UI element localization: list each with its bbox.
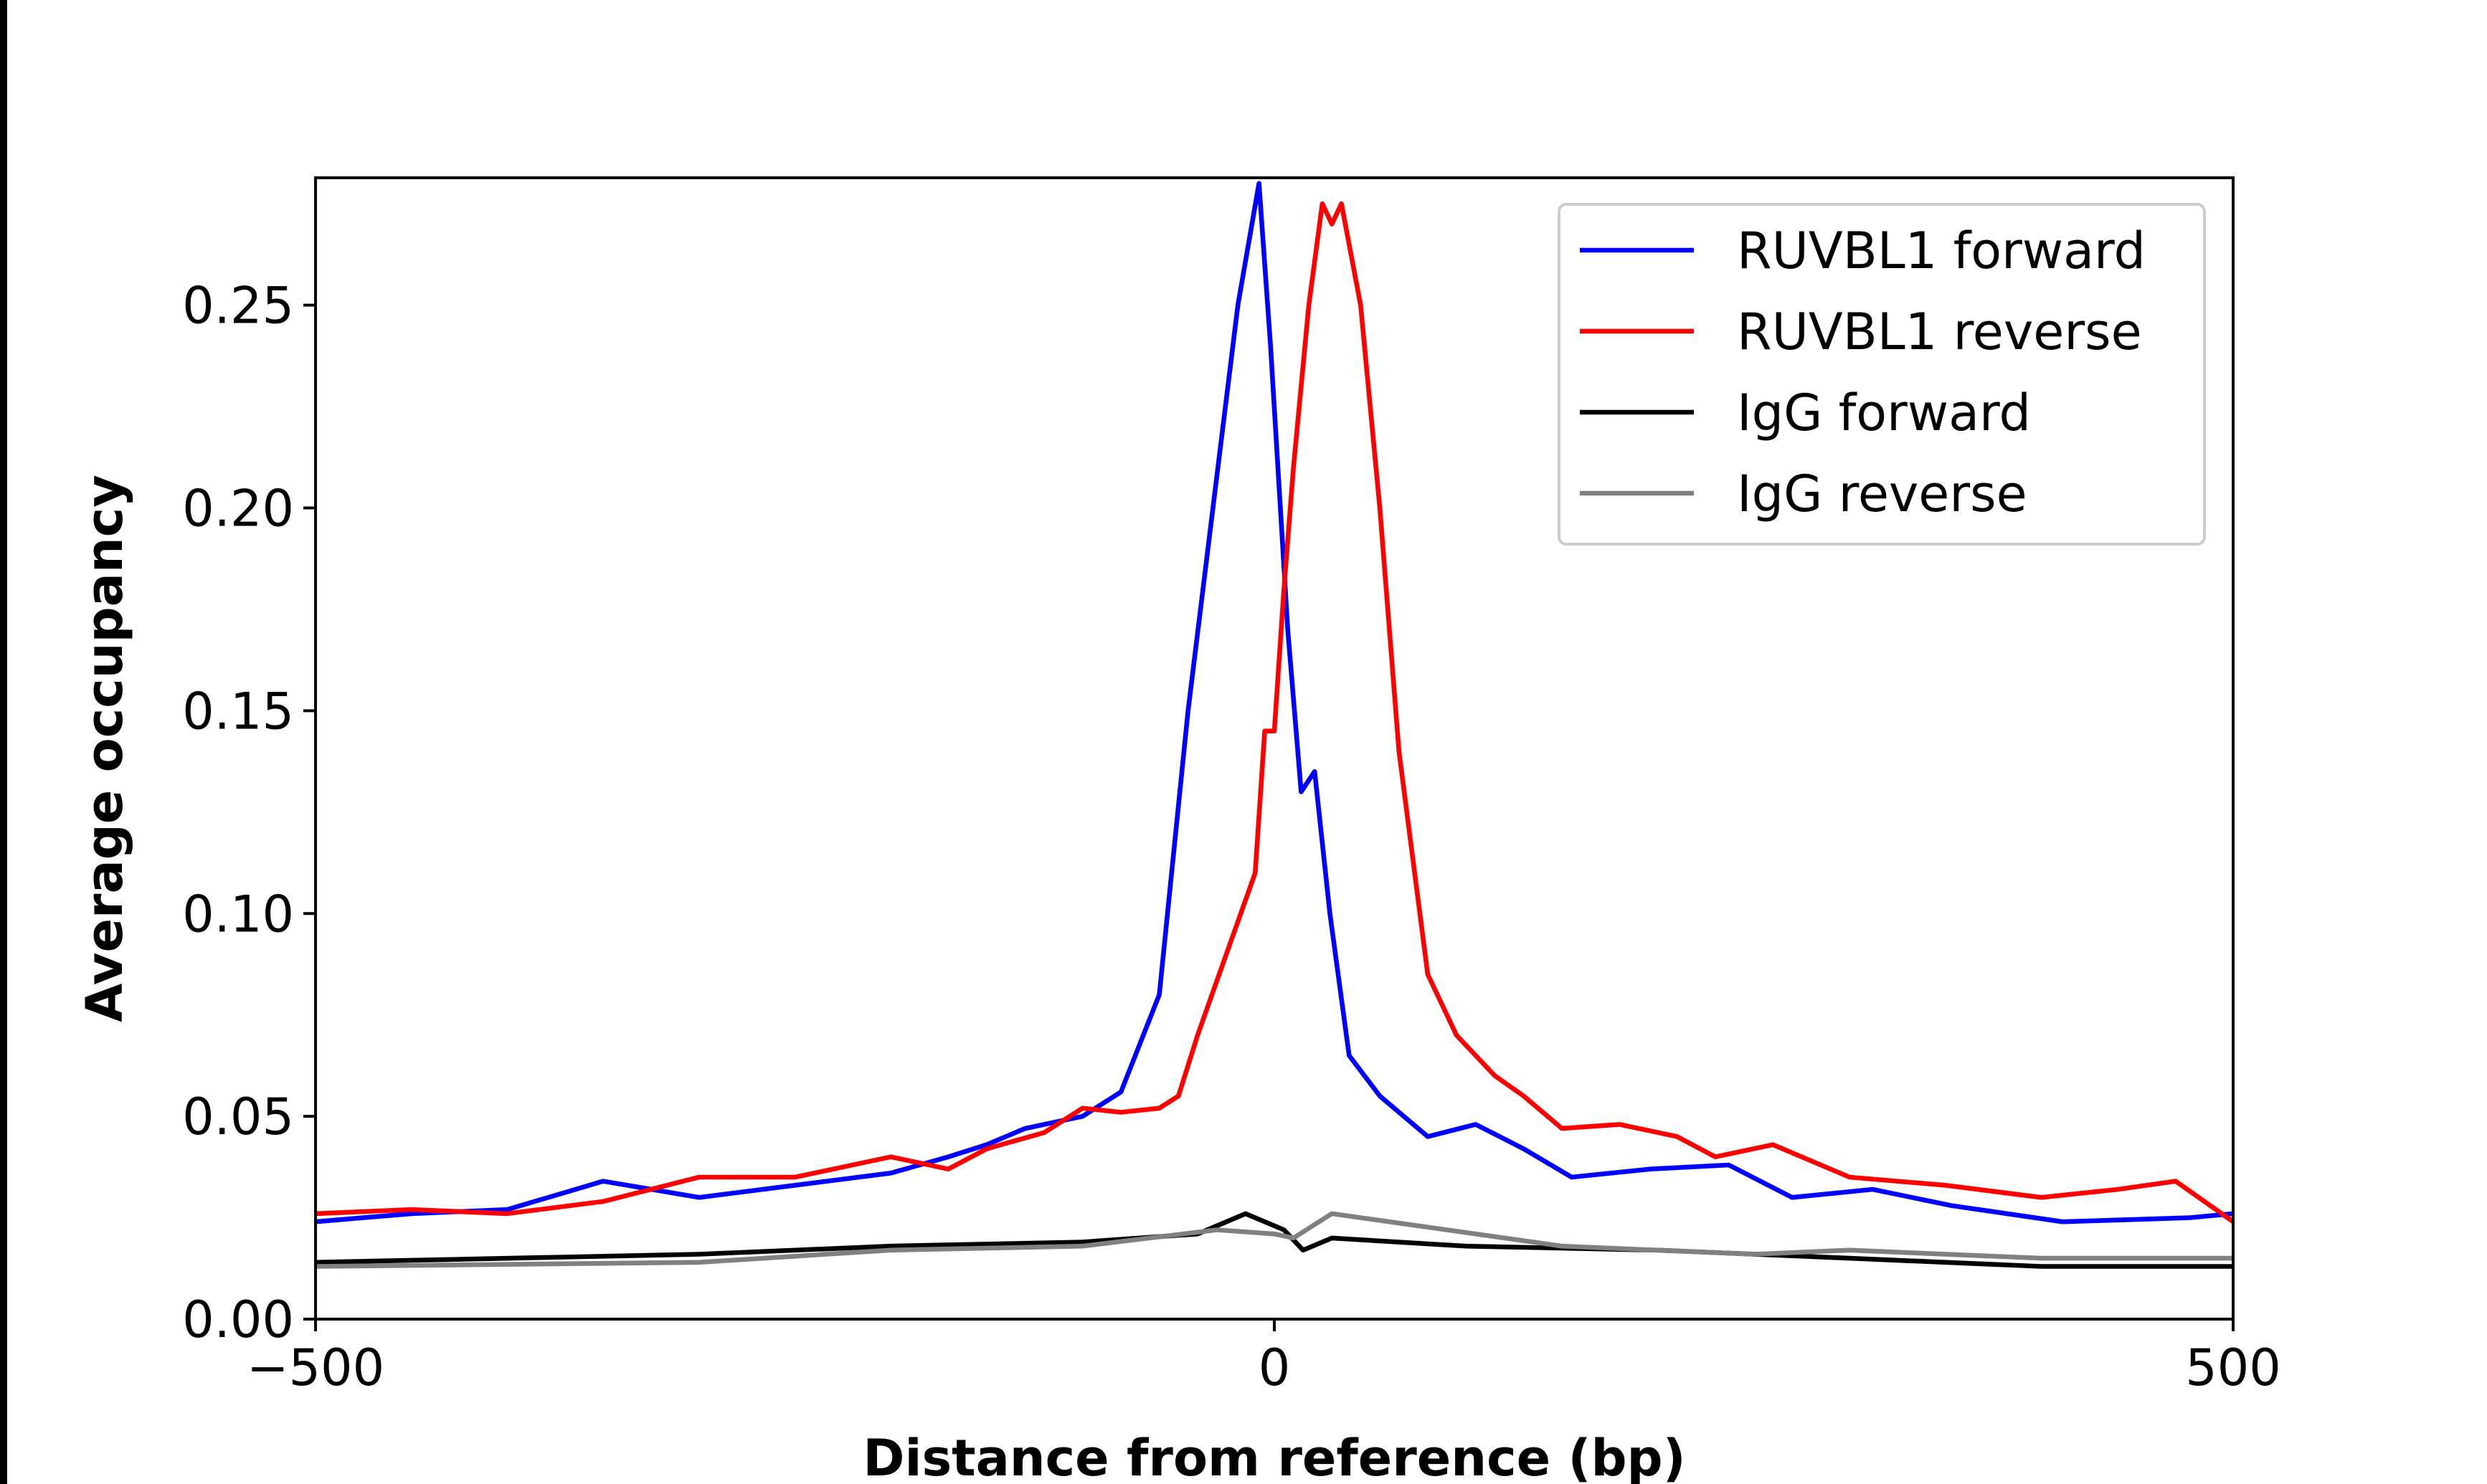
series-line-ruvbl1-forward — [316, 181, 2233, 1224]
legend-label: RUVBL1 forward — [1737, 222, 2146, 280]
series-line-igg-forward — [316, 1211, 2233, 1269]
y-tick-label: 0.25 — [182, 277, 294, 336]
y-tick-label: 0.10 — [182, 885, 294, 943]
legend-label: IgG forward — [1737, 384, 2031, 442]
y-axis-label: Average occupancy — [75, 475, 134, 1022]
image-border — [0, 0, 7, 1484]
x-tick-label: −500 — [247, 1338, 384, 1397]
series-layer — [316, 181, 2233, 1269]
y-tick-label: 0.15 — [182, 682, 294, 741]
legend-label: RUVBL1 reverse — [1737, 303, 2142, 361]
x-axis-label: Distance from reference (bp) — [863, 1429, 1685, 1484]
legend-box — [1558, 203, 2206, 546]
y-tick-label: 0.20 — [182, 480, 294, 538]
series-line-ruvbl1-reverse — [316, 201, 2233, 1224]
x-tick-label: 500 — [2185, 1338, 2281, 1397]
series-line-igg-reverse — [316, 1211, 2233, 1269]
legend: RUVBL1 forward RUVBL1 reverse IgG forward I… — [1558, 203, 2206, 546]
x-tick-label: 0 — [1259, 1338, 1291, 1397]
y-tick-label: 0.05 — [182, 1088, 294, 1146]
legend-label: IgG reverse — [1737, 465, 2027, 523]
ticks-layer: −500 0 500 0.00 0.05 0.10 0.15 0.20 0.25 — [182, 277, 2281, 1397]
y-tick-label: 0.00 — [182, 1290, 294, 1349]
